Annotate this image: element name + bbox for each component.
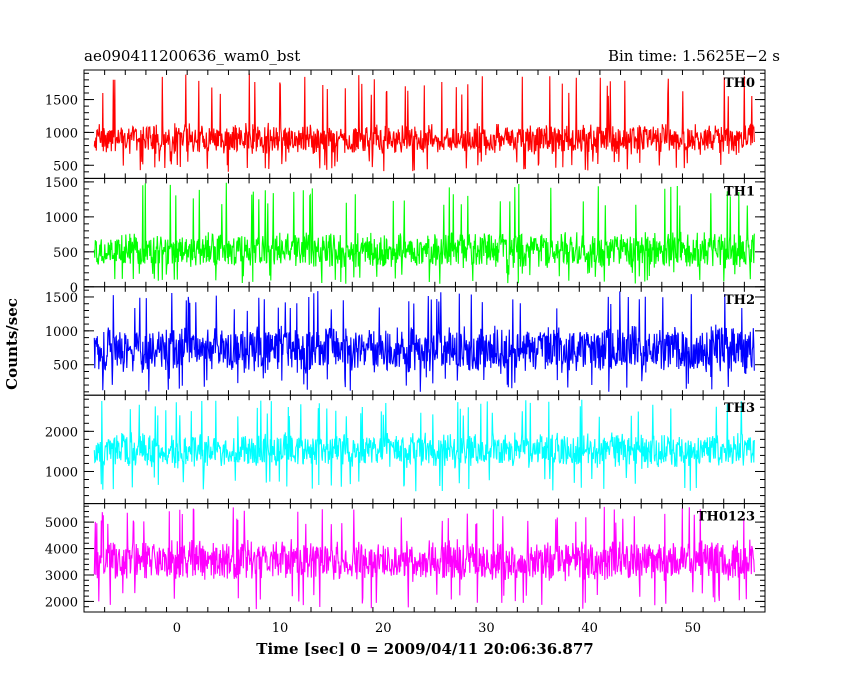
y-tick-label: 500 bbox=[53, 246, 78, 261]
panel-label-th3: TH3 bbox=[724, 401, 755, 416]
panel-th0123: 2000 3000 4000 5000 TH0123 bbox=[45, 503, 766, 613]
x-tick-label: 30 bbox=[478, 621, 495, 636]
y-axis-title: Counts/sec bbox=[3, 298, 21, 390]
y-tick-label: 1000 bbox=[45, 325, 78, 340]
y-tick-label: 1000 bbox=[45, 126, 78, 141]
y-tick-label: 5000 bbox=[45, 516, 78, 531]
x-axis: 0 10 20 30 40 50 bbox=[173, 621, 701, 636]
y-tick-label: 1500 bbox=[45, 94, 78, 109]
y-tick-label: 500 bbox=[53, 359, 78, 374]
panel-label-th0123: TH0123 bbox=[697, 510, 755, 525]
y-tick-label: 2000 bbox=[45, 595, 78, 610]
bin-time-label: Bin time: 1.5625E−2 s bbox=[608, 47, 780, 65]
panel-th0: 500 1000 1500 TH0 bbox=[45, 69, 766, 179]
y-tick-label: 1500 bbox=[45, 176, 78, 191]
x-tick-label: 0 bbox=[173, 621, 181, 636]
panel-label-th0: TH0 bbox=[724, 76, 755, 91]
series-th0123 bbox=[93, 506, 755, 610]
series-th1 bbox=[93, 182, 755, 284]
x-tick-label: 10 bbox=[272, 621, 289, 636]
panels-group: 500 1000 1500 TH0 0 500 1000 1500 TH1 500 1000 1500… bbox=[45, 69, 766, 613]
y-tick-label: 3000 bbox=[45, 569, 78, 584]
panel-label-th2: TH2 bbox=[724, 293, 755, 308]
chart-title: ae090411200636_wam0_bst bbox=[84, 47, 300, 65]
y-tick-label: 1000 bbox=[45, 465, 78, 480]
panel-th2: 500 1000 1500 TH2 bbox=[45, 286, 766, 396]
x-tick-label: 50 bbox=[684, 621, 701, 636]
series-th2 bbox=[93, 291, 755, 392]
x-axis-title: Time [sec] 0 = 2009/04/11 20:06:36.877 bbox=[256, 640, 593, 658]
y-tick-label: 4000 bbox=[45, 543, 78, 558]
x-tick-label: 20 bbox=[375, 621, 392, 636]
series-th0 bbox=[93, 73, 755, 172]
panel-th3: 1000 2000 TH3 bbox=[45, 394, 766, 505]
panel-th1: 0 500 1000 1500 TH1 bbox=[45, 176, 766, 296]
y-tick-label: 2000 bbox=[45, 425, 78, 440]
series-th3 bbox=[93, 399, 755, 492]
y-tick-label: 1000 bbox=[45, 211, 78, 226]
y-tick-label: 500 bbox=[53, 159, 78, 174]
x-tick-label: 40 bbox=[581, 621, 598, 636]
panel-frame bbox=[83, 503, 766, 613]
y-tick-label: 0 bbox=[70, 281, 78, 296]
panel-frame bbox=[83, 177, 766, 288]
y-tick-label: 1500 bbox=[45, 291, 78, 306]
panel-label-th1: TH1 bbox=[724, 184, 755, 199]
